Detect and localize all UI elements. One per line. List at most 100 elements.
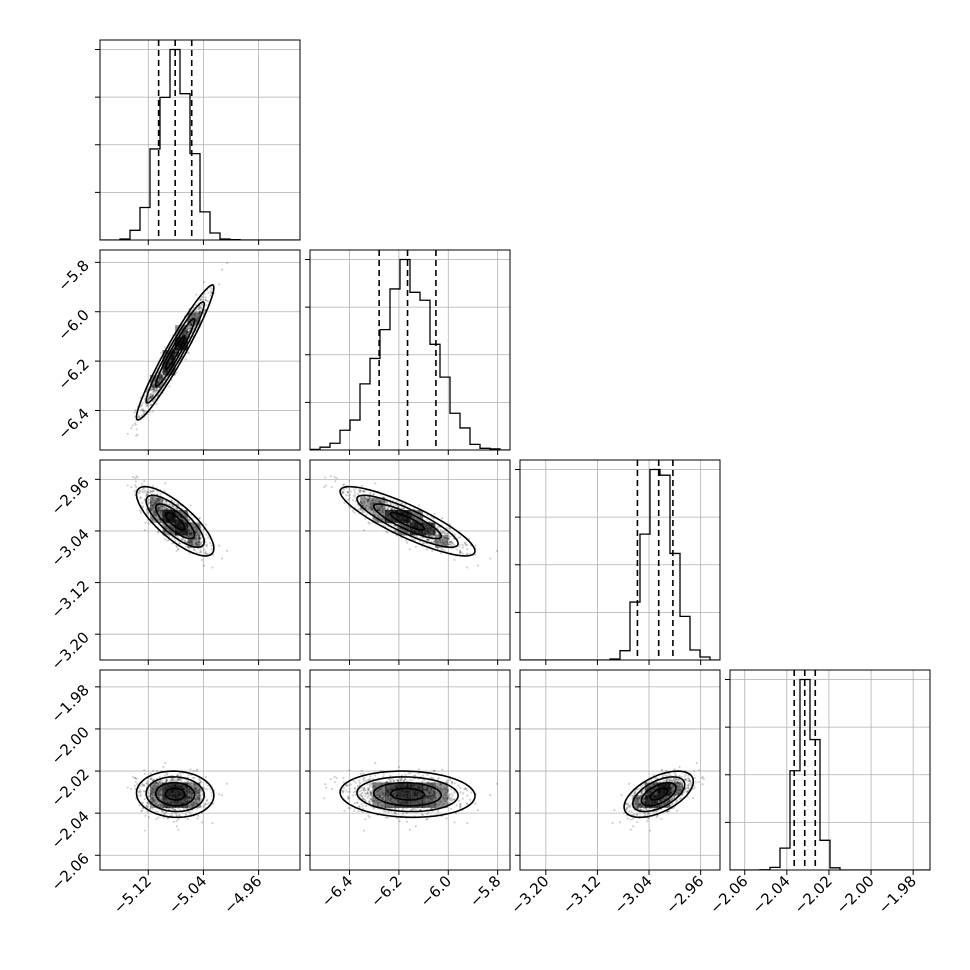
sample-point (149, 489, 152, 493)
sample-point (439, 541, 443, 544)
sample-point (178, 542, 181, 545)
sample-point (457, 536, 460, 539)
sample-point (196, 532, 199, 536)
contour-level (339, 485, 476, 557)
sample-point (188, 531, 191, 534)
sample-point (142, 789, 145, 793)
sample-point (158, 804, 162, 807)
sample-point (382, 495, 385, 499)
sample-point (351, 499, 355, 502)
sample-point (187, 547, 190, 550)
sample-point (155, 386, 158, 389)
sample-point (446, 538, 449, 541)
sample-point (180, 538, 183, 541)
sample-point (220, 793, 224, 797)
sample-point (443, 536, 447, 539)
sample-point (335, 476, 338, 480)
sample-point (187, 787, 190, 791)
sample-point (198, 536, 201, 539)
sample-point (416, 513, 419, 516)
sample-point (134, 476, 137, 480)
sample-point (403, 525, 406, 529)
y-tick-label: −2.00 (48, 723, 93, 768)
sample-point (408, 828, 412, 831)
sample-point (160, 373, 163, 376)
sample-point (188, 540, 192, 543)
sample-point (182, 332, 185, 335)
sample-point (174, 506, 177, 510)
sample-point (166, 773, 169, 776)
sample-point (425, 548, 428, 551)
sample-point (193, 313, 196, 317)
sample-point (376, 507, 379, 510)
sample-point (188, 533, 191, 537)
sample-point (436, 540, 439, 543)
sample-point (146, 511, 149, 514)
sample-point (371, 511, 374, 514)
sample-point (137, 415, 140, 418)
sample-point (194, 542, 198, 545)
sample-point (141, 409, 144, 412)
sample-point (144, 403, 147, 406)
sample-point (170, 530, 173, 533)
sample-point (159, 493, 162, 496)
sample-point (187, 805, 191, 808)
sample-point (157, 499, 160, 502)
sample-point (182, 332, 185, 335)
sample-point (192, 769, 195, 773)
sample-point (163, 506, 166, 509)
sample-point (195, 310, 198, 314)
sample-point (197, 537, 200, 540)
sample-point (359, 500, 363, 503)
sample-point (142, 505, 145, 508)
sample-point (150, 388, 153, 391)
sample-point (386, 506, 389, 509)
sample-point (198, 308, 201, 311)
sample-point (156, 381, 159, 384)
sample-point (153, 499, 156, 502)
sample-point (143, 829, 146, 832)
sample-point (352, 494, 356, 497)
sample-point (186, 331, 189, 334)
sample-point (184, 333, 188, 336)
sample-point (189, 504, 192, 507)
sample-point (192, 776, 195, 780)
sample-point (151, 786, 154, 790)
sample-point (161, 375, 165, 379)
sample-point (446, 532, 449, 535)
sample-point (149, 500, 153, 503)
sample-point (455, 804, 458, 807)
sample-point (143, 772, 146, 776)
sample-point (190, 541, 193, 544)
sample-point (202, 312, 205, 315)
sample-point (158, 498, 161, 501)
sample-point (198, 537, 201, 540)
sample-point (130, 787, 133, 791)
sample-point (368, 522, 371, 525)
sample-point (360, 501, 363, 505)
sample-point (153, 490, 156, 493)
sample-point (435, 546, 438, 549)
sample-point (150, 395, 153, 399)
sample-point (466, 552, 469, 556)
sample-point (140, 809, 143, 813)
sample-point (153, 514, 156, 517)
sample-point (148, 396, 151, 399)
sample-point (200, 821, 204, 824)
sample-point (170, 531, 173, 534)
sample-point (415, 518, 418, 521)
sample-point (449, 778, 452, 782)
sample-point (437, 541, 440, 544)
sample-point (140, 483, 144, 486)
sample-point (146, 490, 149, 494)
sample-point (151, 385, 154, 388)
sample-point (189, 529, 192, 532)
sample-point (171, 499, 174, 502)
sample-point (395, 500, 398, 503)
sample-point (361, 805, 364, 808)
sample-point (187, 327, 190, 330)
sample-point (198, 540, 201, 544)
sample-point (130, 427, 133, 430)
sample-point (197, 537, 200, 540)
sample-point (143, 409, 146, 412)
